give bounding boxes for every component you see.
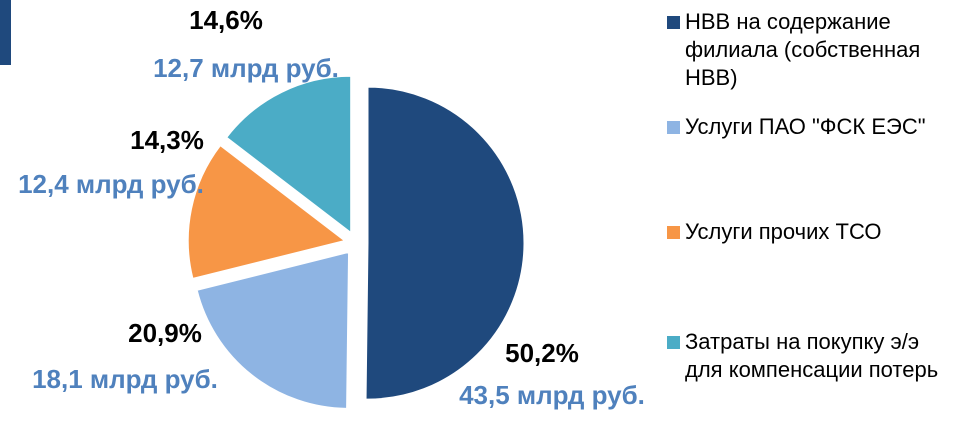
legend-swatch — [667, 16, 680, 29]
legend-item: Услуги прочих ТСО — [667, 218, 967, 246]
pie-slice — [196, 251, 350, 409]
legend-label: Затраты на покупку э/э для компенсации п… — [685, 329, 939, 382]
amount-label: 43,5 млрд руб. — [459, 380, 645, 410]
legend-item: Затраты на покупку э/э для компенсации п… — [667, 328, 967, 384]
pie-slice — [226, 75, 352, 234]
amount-label: 12,4 млрд руб. — [18, 169, 204, 199]
legend-swatch — [667, 336, 680, 349]
decor-bar — [0, 0, 11, 65]
legend-label: Услуги прочих ТСО — [685, 219, 882, 244]
pie-slice — [187, 145, 346, 280]
legend-item: НВВ на содержание филиала (собственная Н… — [667, 8, 967, 92]
amount-label: 18,1 млрд руб. — [32, 364, 218, 394]
legend-label: НВВ на содержание филиала (собственная Н… — [685, 9, 921, 90]
percent-label: 20,9% — [128, 318, 202, 348]
percent-label: 14,6% — [189, 5, 263, 35]
legend-swatch — [667, 226, 680, 239]
legend-item: Услуги ПАО "ФСК ЕЭС" — [667, 113, 967, 141]
percent-label: 50,2% — [505, 338, 579, 368]
legend-label: Услуги ПАО "ФСК ЕЭС" — [685, 114, 926, 139]
percent-label: 14,3% — [130, 125, 204, 155]
legend-swatch — [667, 121, 680, 134]
pie-slice — [365, 86, 525, 400]
amount-label: 12,7 млрд руб. — [153, 53, 339, 83]
